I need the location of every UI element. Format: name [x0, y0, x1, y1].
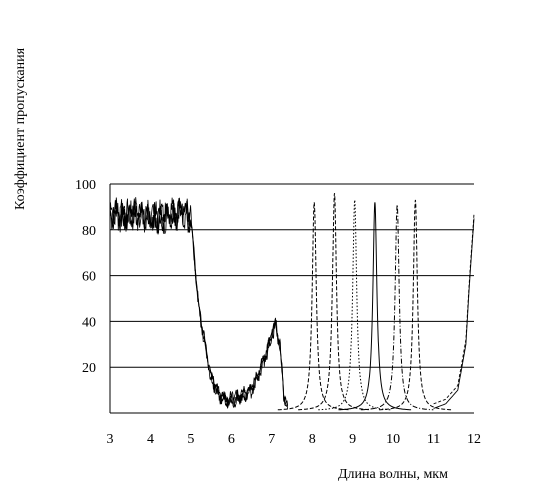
y-tick-label: 60	[82, 270, 96, 285]
filter-peak-4	[338, 202, 412, 411]
filter-peak-6	[379, 199, 452, 411]
broadband-curve	[109, 197, 288, 407]
long-edge-curve	[433, 218, 475, 409]
long-edge-curve	[433, 213, 475, 405]
filter-peak-3	[318, 199, 391, 411]
filter-peak-5	[360, 204, 434, 411]
x-tick-label: 12	[467, 432, 481, 447]
series-layer	[109, 193, 475, 411]
filter-peak-1	[277, 202, 351, 411]
tick-labels: 20 40 60 80 100 3 4 5 6 7 8 9 10 11 12	[75, 178, 481, 447]
x-tick-label: 8	[309, 432, 316, 447]
x-tick-label: 4	[147, 432, 154, 447]
x-tick-label: 9	[349, 432, 356, 447]
x-tick-label: 7	[268, 432, 275, 447]
x-tick-label: 3	[107, 432, 114, 447]
axes	[109, 184, 474, 414]
y-tick-label: 40	[82, 315, 96, 330]
x-tick-label: 11	[427, 432, 440, 447]
x-tick-label: 6	[228, 432, 235, 447]
y-tick-label: 20	[82, 361, 96, 376]
gridlines	[110, 183, 474, 368]
x-axis-title: Длина волны, мкм	[338, 467, 448, 482]
x-tick-label: 10	[386, 432, 400, 447]
y-axis-title: Коэффициент пропускания	[13, 47, 28, 210]
filter-peak-2	[298, 193, 371, 411]
y-tick-label: 80	[82, 224, 96, 239]
y-tick-label: 100	[75, 178, 96, 193]
x-tick-label: 5	[187, 432, 194, 447]
